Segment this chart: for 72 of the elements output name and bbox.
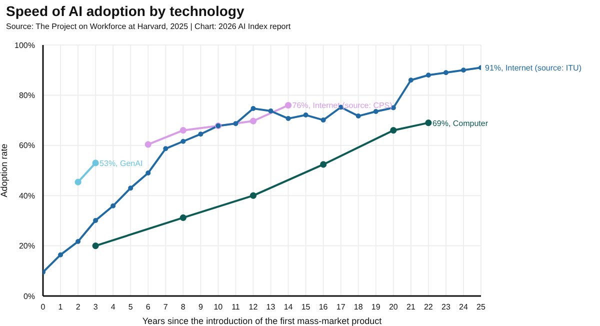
series-label: 53%, GenAI	[100, 158, 143, 168]
point	[180, 138, 186, 144]
point	[390, 127, 397, 134]
x-tick-label: 18	[354, 302, 364, 312]
x-tick-label: 17	[336, 302, 346, 312]
point	[92, 160, 99, 166]
point	[356, 114, 361, 119]
x-tick-label: 22	[424, 302, 434, 312]
x-tick-label: 19	[371, 302, 381, 312]
point	[180, 127, 186, 134]
point	[408, 78, 414, 83]
point	[180, 214, 186, 221]
series-label: 76%, Internet (source: CPS)	[292, 101, 393, 110]
point	[250, 192, 257, 199]
point	[460, 68, 466, 73]
x-tick-label: 14	[284, 302, 294, 312]
x-axis-title: Years since the introduction of the first mass-market product	[142, 316, 382, 326]
x-tick-label: 21	[406, 302, 416, 312]
point	[268, 108, 274, 114]
x-tick-label: 4	[110, 302, 116, 312]
point	[110, 203, 116, 208]
x-tick-label: 6	[146, 302, 151, 312]
y-tick-label: 40%	[18, 191, 35, 200]
x-tick-label: 24	[459, 302, 468, 312]
point	[250, 106, 256, 112]
chart-subtitle: Source: The Project on Workforce at Harvard, 2025 | Chart: 2026 AI Index report	[6, 22, 291, 31]
point	[284, 102, 292, 109]
x-tick-label: 7	[163, 302, 168, 312]
y-axis-title: Adoption rate	[0, 144, 10, 198]
point	[250, 118, 257, 124]
point	[163, 146, 168, 152]
point	[74, 178, 82, 186]
x-tick-label: 2	[76, 302, 81, 312]
x-tick-label: 16	[318, 302, 328, 312]
y-tick-label: 0%	[23, 292, 35, 301]
x-tick-label: 15	[301, 302, 311, 312]
point	[92, 242, 99, 250]
point	[426, 72, 431, 78]
point	[58, 252, 64, 258]
x-tick-label: 9	[198, 302, 204, 312]
point	[320, 118, 326, 123]
x-tick-label: 23	[442, 302, 451, 312]
point	[128, 186, 134, 191]
y-tick-label: 60%	[18, 141, 35, 150]
point	[76, 239, 81, 244]
point	[303, 112, 308, 118]
y-tick-label: 20%	[18, 242, 35, 251]
point	[146, 170, 151, 176]
x-tick-label: 11	[232, 302, 240, 312]
point	[93, 218, 98, 223]
x-tick-label: 0	[40, 302, 46, 312]
point	[233, 121, 238, 126]
point	[286, 116, 291, 122]
x-tick-label: 3	[93, 302, 98, 312]
x-tick-label: 8	[180, 302, 186, 312]
point	[443, 70, 448, 76]
point	[425, 120, 432, 126]
y-tick-label: 80%	[18, 91, 35, 100]
x-tick-label: 5	[128, 302, 134, 312]
x-tick-label: 1	[58, 302, 64, 312]
x-tick-label: 13	[266, 302, 276, 312]
x-tick-label: 20	[388, 302, 398, 312]
series-label: 91%, Internet (source: ITU)	[485, 64, 582, 73]
x-tick-label: 12	[248, 302, 258, 312]
chart-title: Speed of AI adoption by technology	[6, 3, 244, 19]
point	[144, 141, 152, 148]
x-tick-label: 25	[476, 302, 486, 312]
point	[320, 161, 327, 168]
y-tick-label: 100%	[14, 40, 35, 50]
point	[198, 132, 204, 137]
series-label: 69%, Computer	[432, 118, 488, 128]
x-tick-label: 10	[214, 302, 224, 312]
